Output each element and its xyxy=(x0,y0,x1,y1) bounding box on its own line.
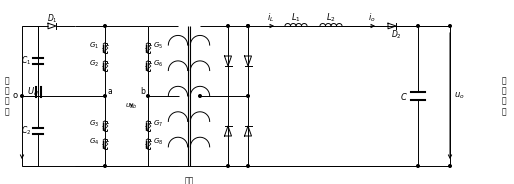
Circle shape xyxy=(417,165,419,167)
Circle shape xyxy=(104,25,106,27)
Text: $U_d$: $U_d$ xyxy=(27,86,39,98)
Text: $i_o$: $i_o$ xyxy=(368,12,376,24)
Text: $G_4$: $G_4$ xyxy=(89,137,99,147)
Circle shape xyxy=(21,95,23,97)
Circle shape xyxy=(247,25,249,27)
Text: $G_3$: $G_3$ xyxy=(89,119,99,129)
Circle shape xyxy=(247,165,249,167)
Text: $C$: $C$ xyxy=(400,91,408,102)
Text: $G_1$: $G_1$ xyxy=(89,41,99,51)
Circle shape xyxy=(199,95,201,97)
Text: 中
压
直
流: 中 压 直 流 xyxy=(5,76,9,116)
Circle shape xyxy=(417,25,419,27)
Text: $G_5$: $G_5$ xyxy=(153,41,163,51)
Circle shape xyxy=(449,165,451,167)
Text: 中频
变压器: 中频 变压器 xyxy=(182,176,196,184)
Circle shape xyxy=(227,25,229,27)
Text: $G_8$: $G_8$ xyxy=(153,137,163,147)
Text: $G_6$: $G_6$ xyxy=(153,59,163,69)
Circle shape xyxy=(247,95,249,97)
Circle shape xyxy=(104,95,106,97)
Text: a: a xyxy=(108,88,113,96)
Text: $G_2$: $G_2$ xyxy=(89,59,99,69)
Text: $G_7$: $G_7$ xyxy=(153,119,163,129)
Text: $D_1$: $D_1$ xyxy=(47,13,58,25)
Circle shape xyxy=(227,165,229,167)
Text: $C_2$: $C_2$ xyxy=(21,125,31,137)
Circle shape xyxy=(146,95,149,97)
Text: $C_1$: $C_1$ xyxy=(21,55,31,67)
Text: b: b xyxy=(140,88,145,96)
Circle shape xyxy=(104,165,106,167)
Circle shape xyxy=(247,25,249,27)
Text: o: o xyxy=(13,91,18,100)
Text: $u_{ab}$: $u_{ab}$ xyxy=(125,101,138,111)
Circle shape xyxy=(449,25,451,27)
Text: 低
压
直
流: 低 压 直 流 xyxy=(502,76,506,116)
Text: $D_2$: $D_2$ xyxy=(391,29,401,41)
Text: $L_1$: $L_1$ xyxy=(291,12,301,24)
Text: $i_L$: $i_L$ xyxy=(267,12,274,24)
Text: $L_2$: $L_2$ xyxy=(326,12,336,24)
Text: $u_o$: $u_o$ xyxy=(454,91,465,101)
